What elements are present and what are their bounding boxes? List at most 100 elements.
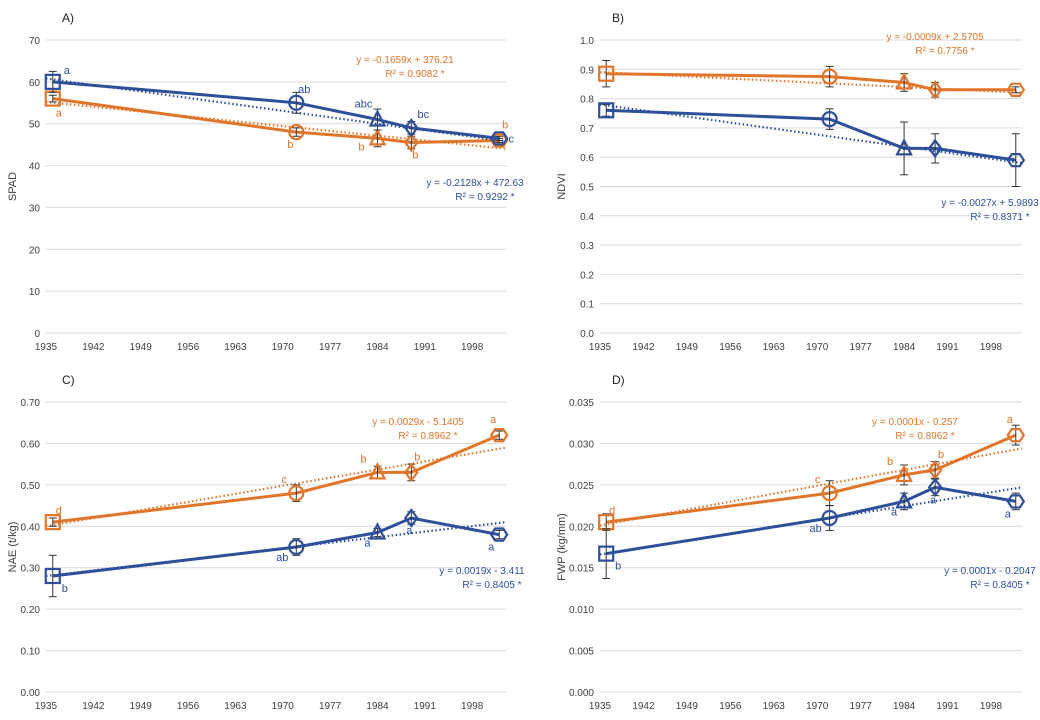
- y-tick-label: 0.6: [580, 153, 594, 164]
- trend-r2: R² = 0.8405 *: [970, 580, 1029, 591]
- series-line-orange: [52, 433, 500, 524]
- data-point-diamond: [927, 138, 943, 159]
- significance-letter: a: [1007, 414, 1014, 426]
- data-point-hexagon: [489, 131, 509, 146]
- x-tick-label: 1956: [177, 342, 200, 353]
- y-tick-label: 0: [34, 329, 40, 340]
- chart-panel-c: C) 0.00 0.10 0.20 0.30 0.40 0.50 0.60 0.70 1935 19…: [7, 373, 525, 712]
- data-point-hexagon: [1006, 494, 1026, 509]
- x-tick-label: 1984: [366, 701, 389, 712]
- y-axis-label: SPAD: [7, 172, 19, 201]
- x-tick-label: 1977: [850, 701, 873, 712]
- x-tick-label: 1956: [719, 701, 742, 712]
- significance-letter: a: [1005, 508, 1012, 520]
- significance-letter: a: [64, 65, 71, 77]
- series-orange: d c b b a y = 0.0001x - 0.257 R² = 0.8962 *: [598, 414, 1026, 531]
- series-orange: d c b b a y = 0.0029x - 5.1405 R² = 0.8962 *: [44, 414, 509, 531]
- x-tick-label: 1984: [893, 701, 916, 712]
- trendline-orange: [45, 446, 507, 528]
- trend-equation: y = -0.2128x + 472.63: [426, 178, 524, 189]
- x-tick-label: 1942: [632, 342, 655, 353]
- x-tick-label: 1935: [589, 701, 612, 712]
- y-tick-label: 60: [29, 78, 41, 89]
- data-point-circle: [821, 111, 838, 128]
- y-tick-label: 0.2: [580, 270, 594, 281]
- x-tick-label: 1991: [936, 342, 959, 353]
- significance-letter: b: [412, 150, 418, 162]
- y-tick-label: 0.20: [21, 605, 41, 616]
- significance-letter: d: [609, 505, 615, 517]
- data-point-hexagon: [489, 428, 509, 443]
- trend-equation: y = 0.0029x - 5.1405: [372, 417, 464, 428]
- series-orange: y = -0.0009x + 2.5705 R² = 0.7756 *: [598, 32, 1026, 100]
- data-point-diamond: [927, 477, 943, 498]
- trend-equation: y = -0.0009x + 2.5705: [886, 32, 984, 43]
- significance-letter: a: [56, 108, 63, 120]
- x-tick-label: 1998: [461, 701, 484, 712]
- x-tick-label: 1984: [366, 342, 389, 353]
- trend-equation: y = 0.0019x - 3.411: [439, 566, 525, 577]
- data-point-square: [598, 65, 615, 82]
- x-tick-label: 1942: [632, 701, 655, 712]
- data-point-diamond: [403, 508, 419, 528]
- significance-letter: c: [815, 474, 821, 486]
- y-axis-label: NDVI: [556, 173, 568, 199]
- y-tick-label: 50: [29, 120, 41, 131]
- data-point-triangle: [368, 109, 387, 127]
- significance-letter: b: [360, 453, 366, 465]
- significance-letter: b: [414, 451, 420, 463]
- significance-letter: b: [615, 561, 621, 573]
- x-tick-label: 1970: [806, 342, 829, 353]
- trend-equation: y = -0.0027x + 5.9893: [941, 198, 1039, 209]
- y-tick-label: 0.000: [569, 688, 594, 699]
- x-tick-label: 1998: [980, 701, 1003, 712]
- data-point-triangle: [368, 522, 387, 540]
- significance-letter: c: [282, 474, 288, 486]
- significance-letter: b: [502, 119, 508, 131]
- data-point-triangle: [368, 461, 387, 480]
- data-point-triangle: [895, 464, 913, 483]
- y-tick-label: 30: [29, 203, 41, 214]
- x-tick-label: 1991: [414, 701, 437, 712]
- series-blue: b ab a a a y = 0.0019x - 3.411 R² = 0.8405 *: [44, 508, 525, 598]
- significance-letter: b: [887, 456, 893, 468]
- significance-letter: ab: [809, 523, 821, 535]
- data-point-square: [44, 567, 61, 585]
- y-tick-label: 0.035: [569, 398, 594, 409]
- chart-panel-d: D) 0.000 0.005 0.010 0.015 0.020 0.025 0.030 0.0…: [556, 373, 1036, 712]
- trend-r2: R² = 0.9292 *: [455, 192, 514, 203]
- y-axis-label: FWP (kg/mm): [556, 513, 568, 581]
- x-tick-label: 1984: [893, 342, 916, 353]
- trendline-blue: [599, 103, 1023, 165]
- x-tick-label: 1935: [589, 342, 612, 353]
- data-point-circle: [288, 485, 305, 502]
- y-tick-label: 0.40: [21, 522, 41, 533]
- significance-letter: ab: [276, 552, 288, 564]
- data-point-triangle: [895, 72, 913, 90]
- panel-title: A): [62, 11, 74, 25]
- data-point-square: [598, 102, 615, 119]
- data-point-square: [598, 545, 615, 562]
- y-tick-label: 40: [29, 162, 41, 173]
- trend-r2: R² = 0.9082 *: [385, 69, 444, 80]
- y-tick-label: 0.3: [580, 241, 594, 252]
- trend-r2: R² = 0.8405 *: [462, 580, 521, 591]
- significance-letter: c: [508, 133, 514, 145]
- trend-equation: y = -0.1659x + 376.21: [356, 55, 454, 66]
- x-tick-label: 1977: [319, 342, 342, 353]
- data-point-circle: [288, 123, 305, 141]
- y-tick-label: 0.020: [569, 522, 594, 533]
- data-point-square: [44, 514, 61, 531]
- series-line-blue: [605, 485, 1017, 556]
- significance-letter: a: [488, 542, 495, 554]
- y-tick-label: 0.10: [21, 647, 41, 658]
- y-tick-label: 0.00: [21, 688, 41, 699]
- x-tick-label: 1970: [806, 701, 829, 712]
- x-tick-label: 1998: [980, 342, 1003, 353]
- x-tick-label: 1949: [676, 701, 699, 712]
- x-tick-label: 1970: [272, 342, 295, 353]
- x-tick-label: 1942: [82, 342, 105, 353]
- x-tick-label: 1970: [272, 701, 295, 712]
